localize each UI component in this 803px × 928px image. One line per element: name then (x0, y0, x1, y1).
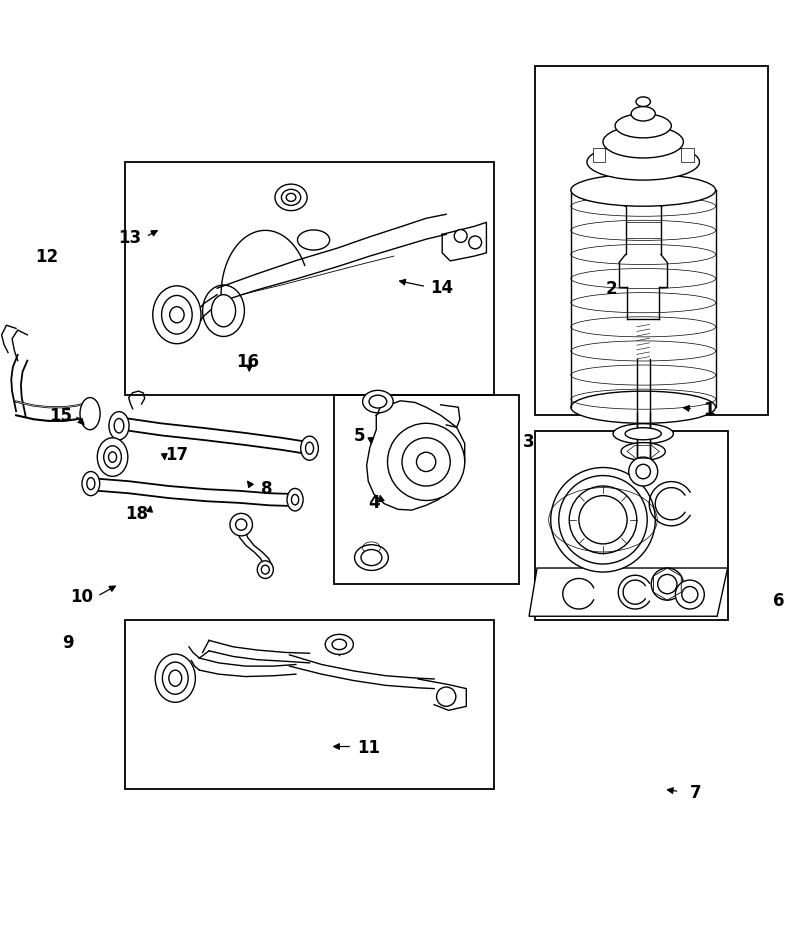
Ellipse shape (97, 438, 128, 477)
Circle shape (402, 438, 450, 486)
Bar (534, 432, 727, 621)
Text: 7: 7 (689, 782, 700, 801)
Bar (534, 67, 767, 416)
Ellipse shape (291, 495, 298, 506)
Polygon shape (528, 569, 727, 616)
Circle shape (558, 476, 646, 564)
Text: 15: 15 (49, 406, 71, 425)
Ellipse shape (369, 395, 386, 408)
Ellipse shape (602, 127, 683, 159)
Ellipse shape (635, 97, 650, 108)
Ellipse shape (297, 231, 329, 251)
Text: 13: 13 (119, 228, 141, 247)
Bar (124, 621, 494, 790)
Ellipse shape (586, 145, 699, 181)
Ellipse shape (354, 545, 388, 571)
Ellipse shape (625, 428, 661, 440)
Text: 1: 1 (703, 400, 714, 419)
Ellipse shape (114, 419, 124, 433)
Circle shape (650, 569, 683, 600)
Ellipse shape (305, 443, 313, 455)
Text: 14: 14 (430, 278, 453, 296)
Circle shape (436, 688, 455, 706)
Polygon shape (366, 401, 464, 510)
Ellipse shape (620, 443, 665, 461)
Bar (680, 148, 693, 162)
Text: 10: 10 (71, 587, 93, 605)
Ellipse shape (261, 565, 269, 574)
Ellipse shape (104, 446, 121, 469)
Ellipse shape (281, 190, 300, 206)
Circle shape (454, 230, 467, 243)
Ellipse shape (108, 412, 128, 440)
Bar (333, 395, 518, 585)
Circle shape (657, 574, 676, 594)
Ellipse shape (332, 639, 346, 650)
Ellipse shape (324, 635, 353, 655)
Circle shape (569, 486, 636, 554)
Ellipse shape (275, 185, 307, 212)
Text: 12: 12 (35, 248, 58, 265)
Ellipse shape (162, 663, 188, 694)
Text: 18: 18 (125, 505, 148, 522)
Ellipse shape (155, 654, 195, 702)
Text: 9: 9 (63, 633, 74, 651)
Ellipse shape (300, 437, 318, 461)
Text: 3: 3 (522, 432, 533, 450)
Ellipse shape (169, 670, 181, 687)
Circle shape (675, 580, 703, 610)
Text: 8: 8 (261, 479, 272, 497)
Ellipse shape (286, 194, 296, 202)
Circle shape (578, 496, 626, 545)
Circle shape (628, 458, 657, 486)
Circle shape (468, 237, 481, 250)
Text: 5: 5 (353, 427, 365, 445)
Ellipse shape (614, 115, 671, 138)
Ellipse shape (361, 550, 381, 566)
Ellipse shape (87, 478, 95, 490)
Ellipse shape (153, 287, 201, 344)
Circle shape (635, 465, 650, 479)
Text: 6: 6 (772, 591, 783, 610)
Ellipse shape (82, 472, 100, 496)
Circle shape (230, 514, 252, 536)
Ellipse shape (287, 489, 303, 511)
Ellipse shape (108, 452, 116, 463)
Ellipse shape (169, 307, 184, 324)
Ellipse shape (570, 174, 715, 207)
Text: 4: 4 (368, 494, 379, 511)
Ellipse shape (202, 286, 244, 337)
Bar (124, 162, 494, 395)
Ellipse shape (570, 392, 715, 424)
Circle shape (235, 520, 247, 531)
Ellipse shape (257, 561, 273, 579)
Ellipse shape (80, 398, 100, 431)
Ellipse shape (161, 296, 192, 335)
Text: 11: 11 (357, 738, 379, 755)
Ellipse shape (362, 391, 393, 413)
Bar (592, 148, 605, 162)
Text: 2: 2 (605, 280, 616, 298)
Ellipse shape (613, 424, 673, 445)
Ellipse shape (211, 295, 235, 328)
Text: 17: 17 (165, 445, 188, 463)
Circle shape (387, 424, 464, 501)
Circle shape (550, 468, 654, 573)
Circle shape (681, 586, 697, 603)
Text: 16: 16 (236, 353, 259, 370)
Ellipse shape (630, 108, 654, 122)
Circle shape (416, 453, 435, 472)
